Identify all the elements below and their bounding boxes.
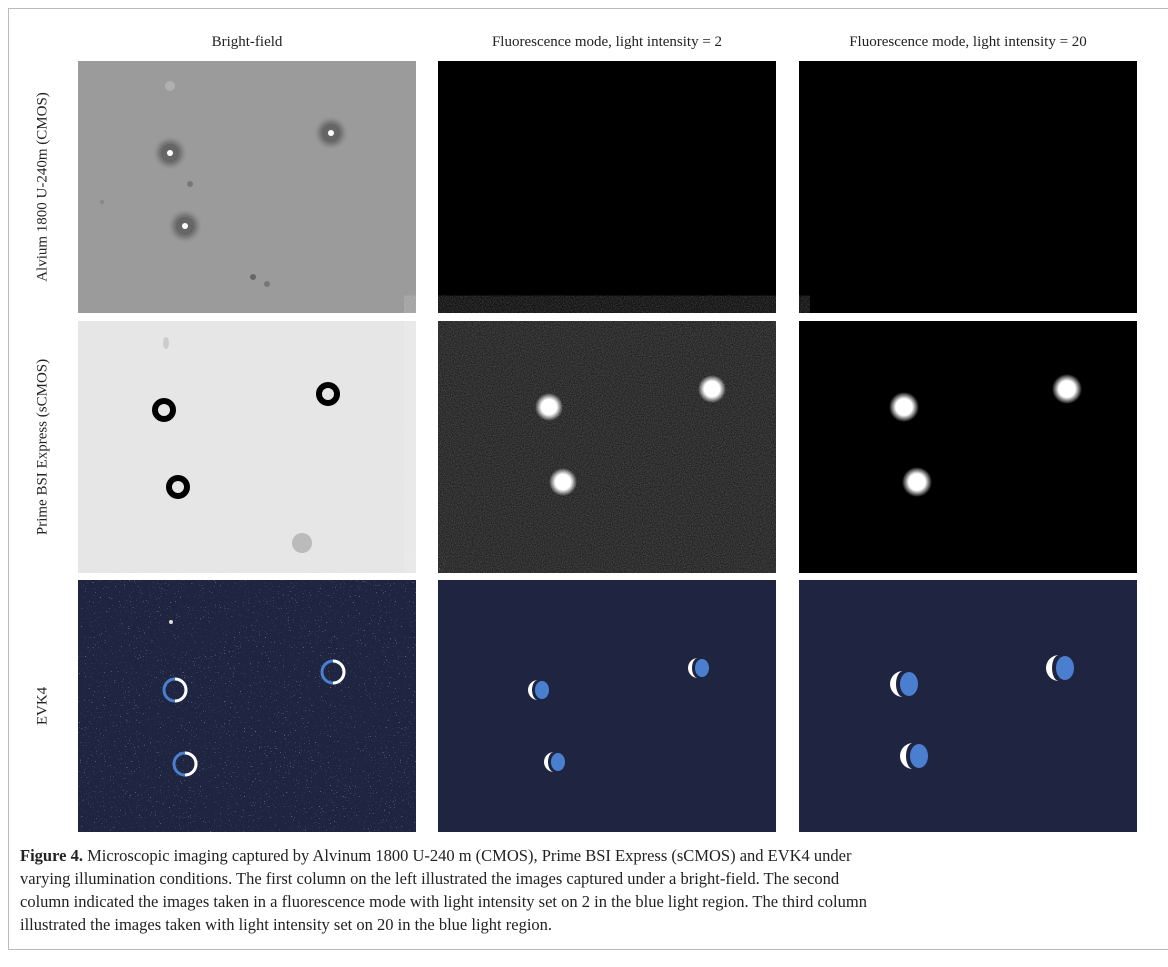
caption-line: Figure 4. Microscopic imaging captured b…	[20, 846, 852, 866]
panel	[438, 61, 776, 313]
panel	[78, 61, 416, 313]
caption-line: illustrated the images taken with light …	[20, 915, 552, 935]
caption-text: Microscopic imaging captured by Alvinum …	[83, 846, 852, 865]
panel	[438, 321, 776, 573]
panel	[799, 321, 1137, 573]
panel	[799, 61, 1137, 313]
caption-line: column indicated the images taken in a f…	[20, 892, 867, 912]
panel	[78, 580, 416, 832]
page: Bright-field Fluorescence mode, light in…	[0, 0, 1168, 967]
panel	[799, 580, 1137, 832]
panel	[78, 321, 416, 573]
image-grid	[0, 0, 1168, 967]
caption-label: Figure 4.	[20, 846, 83, 865]
panel	[438, 580, 776, 832]
caption-line: varying illumination conditions. The fir…	[20, 869, 839, 889]
